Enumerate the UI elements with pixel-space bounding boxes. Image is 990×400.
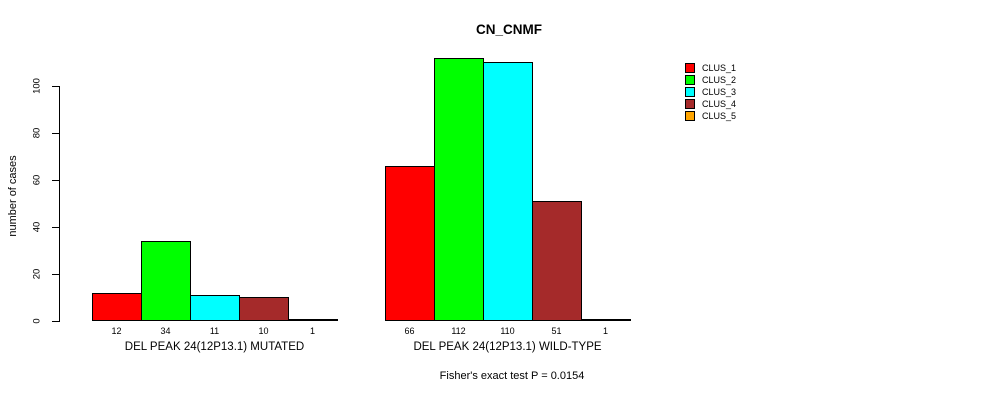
group-axis-label: DEL PEAK 24(12P13.1) WILD-TYPE (413, 341, 602, 353)
chart-legend: CLUS_1 CLUS_2 CLUS_3 CLUS_4 CLUS_5 (685, 62, 736, 122)
bar-value-label: 110 (500, 326, 515, 336)
y-tick-mark (52, 180, 59, 181)
legend-swatch-clus_3 (685, 87, 695, 97)
bar-value-label: 34 (160, 326, 171, 336)
bar-clus_3-group1 (190, 295, 240, 321)
y-tick-label: 100 (31, 78, 43, 94)
bar-clus_2-group2 (434, 58, 484, 321)
legend-row: CLUS_2 (685, 74, 736, 86)
y-axis-title: number of cases (7, 155, 19, 237)
legend-swatch-clus_2 (685, 75, 695, 85)
bar-value-label: 112 (451, 326, 466, 336)
bar-value-label: 66 (404, 326, 415, 336)
fisher-test-annotation: Fisher's exact test P = 0.0154 (439, 370, 585, 382)
bar-value-label: 11 (209, 326, 220, 336)
legend-row: CLUS_1 (685, 62, 736, 74)
bar-value-label: 1 (602, 326, 608, 336)
y-tick-label: 80 (31, 127, 43, 139)
bar-clus_3-group2 (483, 62, 533, 321)
group-axis-label: DEL PEAK 24(12P13.1) MUTATED (124, 341, 305, 353)
legend-swatch-clus_4 (685, 99, 695, 109)
y-tick-mark (52, 86, 59, 87)
y-axis-line (59, 86, 60, 322)
legend-row: CLUS_5 (685, 110, 736, 122)
y-tick-mark (52, 274, 59, 275)
bar-value-label: 12 (111, 326, 122, 336)
legend-row: CLUS_3 (685, 86, 736, 98)
y-tick-mark (52, 133, 59, 134)
y-tick-mark (52, 321, 59, 322)
bar-clus_1-group1 (92, 293, 142, 321)
bar-clus_5-group1 (288, 319, 338, 321)
legend-swatch-clus_5 (685, 111, 695, 121)
bar-clus_4-group1 (239, 297, 289, 321)
legend-label: CLUS_4 (702, 99, 737, 109)
bar-clus_1-group2 (385, 166, 435, 321)
bar-clus_5-group2 (581, 319, 631, 321)
legend-label: CLUS_5 (702, 111, 737, 121)
legend-label: CLUS_1 (702, 63, 737, 73)
bar-clus_2-group1 (141, 241, 191, 321)
bar-value-label: 10 (258, 326, 269, 336)
bar-value-label: 51 (551, 326, 562, 336)
bar-clus_4-group2 (532, 201, 582, 321)
y-tick-label: 20 (31, 268, 43, 280)
legend-label: CLUS_2 (702, 75, 737, 85)
bar-value-label: 1 (309, 326, 315, 336)
chart-title: CN_CNMF (476, 22, 542, 37)
y-tick-mark (52, 227, 59, 228)
legend-label: CLUS_3 (702, 87, 737, 97)
y-tick-label: 60 (31, 174, 43, 186)
legend-swatch-clus_1 (685, 63, 695, 73)
legend-row: CLUS_4 (685, 98, 736, 110)
y-tick-label: 40 (31, 221, 43, 233)
y-tick-label: 0 (31, 318, 43, 324)
